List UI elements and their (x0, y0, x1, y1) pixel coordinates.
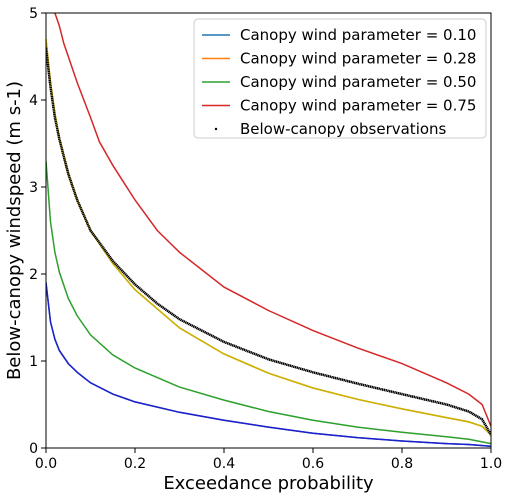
legend-entry: Canopy wind parameter = 0.50 (240, 73, 476, 91)
series-line-2 (46, 161, 491, 444)
y-tick-label: 1 (29, 354, 38, 370)
y-tick-label: 2 (29, 267, 38, 283)
legend-marker-observations (215, 128, 217, 130)
x-tick-label: 0.0 (35, 456, 57, 472)
series-line-0 (46, 283, 491, 447)
series-line-0-overlay (46, 283, 491, 447)
y-tick-label: 0 (29, 441, 38, 457)
y-axis-label: Below-canopy windspeed (m s-1) (4, 81, 25, 380)
x-tick-label: 1.0 (480, 456, 502, 472)
y-tick-label: 5 (29, 6, 38, 22)
y-tick-label: 4 (29, 93, 38, 109)
legend-entry: Below-canopy observations (240, 120, 447, 138)
y-tick-label: 3 (29, 180, 38, 196)
x-axis-label: Exceedance probability (163, 473, 374, 494)
legend-entry: Canopy wind parameter = 0.10 (240, 26, 476, 44)
legend-entry: Canopy wind parameter = 0.28 (240, 50, 476, 68)
legend: Canopy wind parameter = 0.10 Canopy wind … (194, 19, 486, 138)
x-tick-label: 0.6 (302, 456, 324, 472)
x-tick-label: 0.8 (391, 456, 413, 472)
legend-entry: Canopy wind parameter = 0.75 (240, 97, 476, 115)
x-tick-label: 0.2 (124, 456, 146, 472)
x-tick-label: 0.4 (213, 456, 235, 472)
